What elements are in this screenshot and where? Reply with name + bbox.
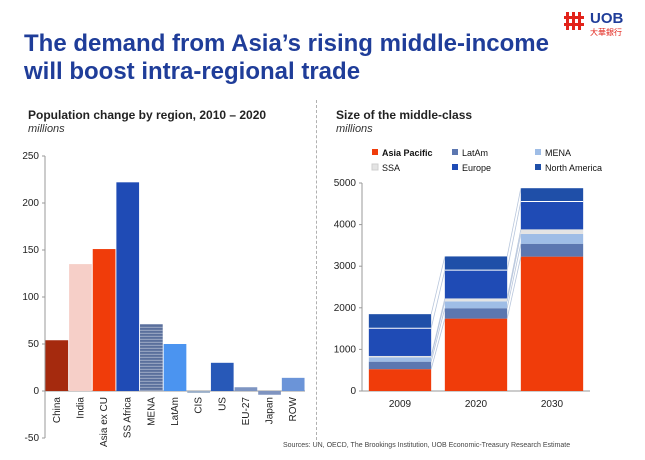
population-bar <box>92 249 116 391</box>
right-y-tick-label: 3000 <box>334 261 357 272</box>
right-y-tick-label: 1000 <box>334 344 357 355</box>
right-y-tick-label: 4000 <box>334 220 357 231</box>
right-chart-subtitle: millions <box>336 123 373 135</box>
middle-class-segment <box>444 318 508 391</box>
middle-class-year-label: 2009 <box>389 399 412 410</box>
middle-class-segment <box>368 355 432 358</box>
middle-class-segment <box>444 308 508 319</box>
population-category-label: US <box>217 397 228 411</box>
middle-class-segment <box>444 270 508 299</box>
stack-connector-line <box>430 270 446 329</box>
population-category-label: MENA <box>146 397 157 426</box>
population-bar <box>69 264 92 391</box>
middle-class-segment <box>444 256 508 271</box>
uob-logo-icon <box>564 12 584 30</box>
middle-class-year-label: 2030 <box>541 399 564 410</box>
population-bar <box>281 377 305 391</box>
population-bar <box>210 362 234 391</box>
slide-title: The demand from Asia’s rising middle-inc… <box>24 30 564 86</box>
logo-subtext: 大華銀行 <box>590 28 622 37</box>
legend-swatch <box>371 163 379 171</box>
population-category-label: EU-27 <box>241 397 252 426</box>
population-category-label: Japan <box>265 397 276 424</box>
stack-connector-line <box>430 318 446 370</box>
middle-class-segment <box>368 369 432 391</box>
stack-connector-line <box>506 229 522 299</box>
population-bar <box>116 182 140 391</box>
left-y-tick-label: 200 <box>22 198 39 209</box>
stack-connector-line <box>506 201 522 271</box>
title-line-2: will boost intra-regional trade <box>24 58 361 85</box>
middle-class-segment <box>444 298 508 302</box>
population-category-label: SS Africa <box>123 397 134 439</box>
population-bar <box>258 391 281 395</box>
legend-label: LatAm <box>462 148 488 158</box>
left-chart-title: Population change by region, 2010 – 2020 <box>28 108 267 122</box>
stack-connector-line <box>430 298 446 357</box>
legend-swatch <box>452 164 458 170</box>
population-bar <box>163 344 187 391</box>
middle-class-segment <box>520 188 584 202</box>
middle-class-segment <box>368 357 432 362</box>
right-y-tick-label: 0 <box>350 386 356 397</box>
middle-class-segment <box>444 301 508 309</box>
left-y-tick-label: 50 <box>28 339 40 350</box>
population-category-label: Asia ex CU <box>99 397 110 447</box>
left-y-tick-label: 100 <box>22 292 39 303</box>
left-y-tick-label: 150 <box>22 245 39 256</box>
stack-connector-line <box>506 256 522 319</box>
middle-class-segment <box>520 229 584 234</box>
stack-connector-line <box>430 308 446 362</box>
legend-label: Europe <box>462 163 491 173</box>
left-y-tick-label: -50 <box>25 433 40 444</box>
left-y-tick-label: 0 <box>33 386 39 397</box>
middle-class-segment <box>368 328 432 356</box>
sources-note: Sources: UN, OECD, The Brookings Institu… <box>283 442 571 449</box>
right-y-tick-label: 5000 <box>334 178 357 189</box>
stack-connector-line <box>506 188 522 257</box>
legend-label: MENA <box>545 148 571 158</box>
middle-class-segment <box>520 256 584 391</box>
middle-class-year-label: 2020 <box>465 399 488 410</box>
stack-connector-line <box>506 243 522 309</box>
left-chart-subtitle: millions <box>28 123 65 135</box>
title-line-1: The demand from Asia’s rising middle-inc… <box>24 30 549 57</box>
legend-swatch <box>535 149 541 155</box>
left-y-tick-label: 250 <box>22 151 39 162</box>
population-bar <box>234 387 258 391</box>
legend-label: SSA <box>382 163 400 173</box>
middle-class-segment <box>520 233 584 244</box>
middle-class-segment <box>520 201 584 230</box>
stack-connector-line <box>430 256 446 315</box>
middle-class-segment <box>520 243 584 257</box>
panel-divider <box>316 100 317 440</box>
middle-class-segment <box>368 361 432 370</box>
stack-connector-line <box>506 233 522 302</box>
legend-swatch <box>535 164 541 170</box>
population-category-label: India <box>75 397 86 419</box>
population-category-label: China <box>52 397 63 424</box>
legend-swatch <box>452 149 458 155</box>
population-category-label: LatAm <box>170 397 181 426</box>
right-y-tick-label: 2000 <box>334 303 357 314</box>
population-bar <box>187 391 210 393</box>
legend-label: North America <box>545 163 602 173</box>
population-bar <box>45 340 69 391</box>
population-category-label: CIS <box>194 397 205 414</box>
logo-text: UOB <box>590 10 624 27</box>
legend-swatch <box>372 149 378 155</box>
right-chart-title: Size of the middle-class <box>336 108 473 122</box>
population-category-label: ROW <box>288 396 299 421</box>
middle-class-segment <box>368 314 432 329</box>
legend-label: Asia Pacific <box>382 148 433 158</box>
